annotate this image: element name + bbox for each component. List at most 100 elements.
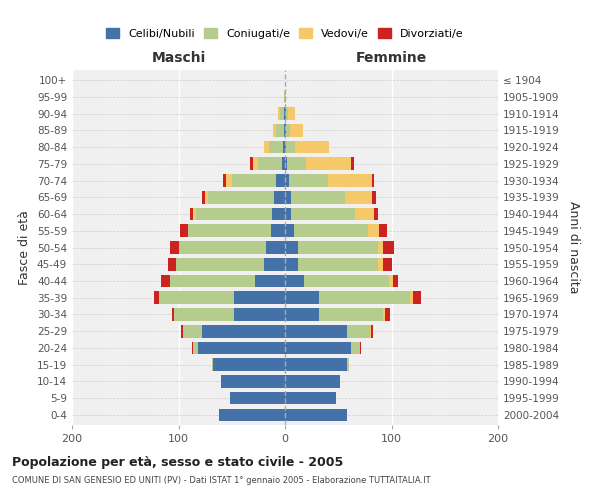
Bar — [292, 191, 344, 203]
Bar — [202, 191, 205, 203]
Bar — [285, 108, 286, 120]
Bar — [285, 90, 286, 103]
Bar — [292, 208, 355, 220]
Bar — [250, 158, 253, 170]
Bar — [208, 191, 274, 203]
Bar — [282, 158, 285, 170]
Bar — [285, 224, 293, 237]
Bar — [347, 358, 349, 371]
Bar — [285, 158, 287, 170]
Bar — [160, 292, 234, 304]
Bar — [284, 108, 285, 120]
Bar — [161, 274, 170, 287]
Bar — [234, 308, 285, 321]
Bar — [264, 140, 269, 153]
Bar — [351, 158, 354, 170]
Bar — [371, 325, 373, 338]
Bar — [179, 241, 266, 254]
Bar — [359, 342, 361, 354]
Bar — [285, 308, 319, 321]
Y-axis label: Anni di nascita: Anni di nascita — [568, 201, 580, 294]
Bar — [377, 258, 383, 270]
Bar — [285, 241, 298, 254]
Bar — [285, 140, 286, 153]
Bar — [170, 241, 179, 254]
Bar — [383, 258, 392, 270]
Bar — [190, 208, 193, 220]
Bar — [232, 174, 277, 187]
Bar — [355, 208, 374, 220]
Bar — [183, 325, 202, 338]
Bar — [295, 140, 329, 153]
Bar — [285, 124, 286, 136]
Bar — [285, 208, 292, 220]
Bar — [226, 174, 232, 187]
Bar — [298, 258, 377, 270]
Bar — [286, 108, 288, 120]
Bar — [347, 325, 370, 338]
Bar — [287, 158, 307, 170]
Bar — [230, 392, 285, 404]
Bar — [266, 241, 285, 254]
Bar — [373, 191, 376, 203]
Bar — [272, 208, 285, 220]
Bar — [274, 191, 285, 203]
Bar — [264, 258, 285, 270]
Bar — [285, 375, 340, 388]
Bar — [370, 325, 371, 338]
Legend: Celibi/Nubili, Coniugati/e, Vedovi/e, Divorziati/e: Celibi/Nubili, Coniugati/e, Vedovi/e, Di… — [104, 26, 466, 41]
Bar — [284, 90, 285, 103]
Bar — [319, 308, 383, 321]
Bar — [223, 174, 226, 187]
Bar — [285, 274, 304, 287]
Text: COMUNE DI SAN GENESIO ED UNITI (PV) - Dati ISTAT 1° gennaio 2005 - Elaborazione : COMUNE DI SAN GENESIO ED UNITI (PV) - Da… — [12, 476, 431, 485]
Bar — [283, 140, 285, 153]
Bar — [377, 241, 383, 254]
Bar — [255, 274, 285, 287]
Bar — [293, 224, 368, 237]
Bar — [172, 308, 174, 321]
Bar — [304, 274, 389, 287]
Bar — [205, 191, 208, 203]
Bar — [273, 124, 277, 136]
Bar — [385, 308, 391, 321]
Bar — [271, 224, 285, 237]
Bar — [179, 224, 188, 237]
Bar — [290, 124, 303, 136]
Bar — [288, 108, 295, 120]
Bar — [368, 224, 379, 237]
Bar — [285, 191, 292, 203]
Text: Popolazione per età, sesso e stato civile - 2005: Popolazione per età, sesso e stato civil… — [12, 456, 343, 469]
Bar — [286, 140, 295, 153]
Bar — [277, 124, 284, 136]
Bar — [202, 325, 285, 338]
Bar — [259, 158, 282, 170]
Bar — [234, 292, 285, 304]
Bar — [278, 108, 280, 120]
Bar — [193, 208, 196, 220]
Bar — [285, 392, 336, 404]
Bar — [269, 140, 283, 153]
Bar — [298, 241, 377, 254]
Bar — [285, 258, 298, 270]
Bar — [289, 174, 328, 187]
Bar — [176, 258, 264, 270]
Bar — [253, 158, 259, 170]
Bar — [328, 174, 373, 187]
Bar — [170, 274, 255, 287]
Bar — [383, 308, 385, 321]
Bar — [219, 408, 285, 421]
Bar — [196, 208, 272, 220]
Bar — [174, 308, 234, 321]
Bar — [168, 258, 176, 270]
Bar — [154, 292, 160, 304]
Bar — [413, 292, 421, 304]
Bar — [197, 342, 285, 354]
Bar — [307, 158, 351, 170]
Bar — [344, 191, 373, 203]
Bar — [277, 174, 285, 187]
Bar — [373, 174, 374, 187]
Bar — [410, 292, 413, 304]
Bar — [181, 325, 183, 338]
Bar — [285, 325, 347, 338]
